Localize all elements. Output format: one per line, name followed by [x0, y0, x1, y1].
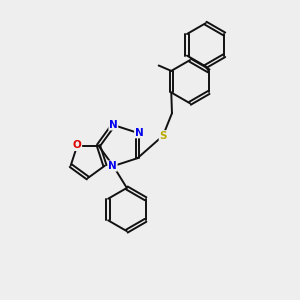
- Text: N: N: [108, 161, 117, 171]
- Text: S: S: [159, 131, 167, 141]
- Text: N: N: [135, 128, 143, 138]
- Text: O: O: [73, 140, 82, 151]
- Text: N: N: [109, 120, 118, 130]
